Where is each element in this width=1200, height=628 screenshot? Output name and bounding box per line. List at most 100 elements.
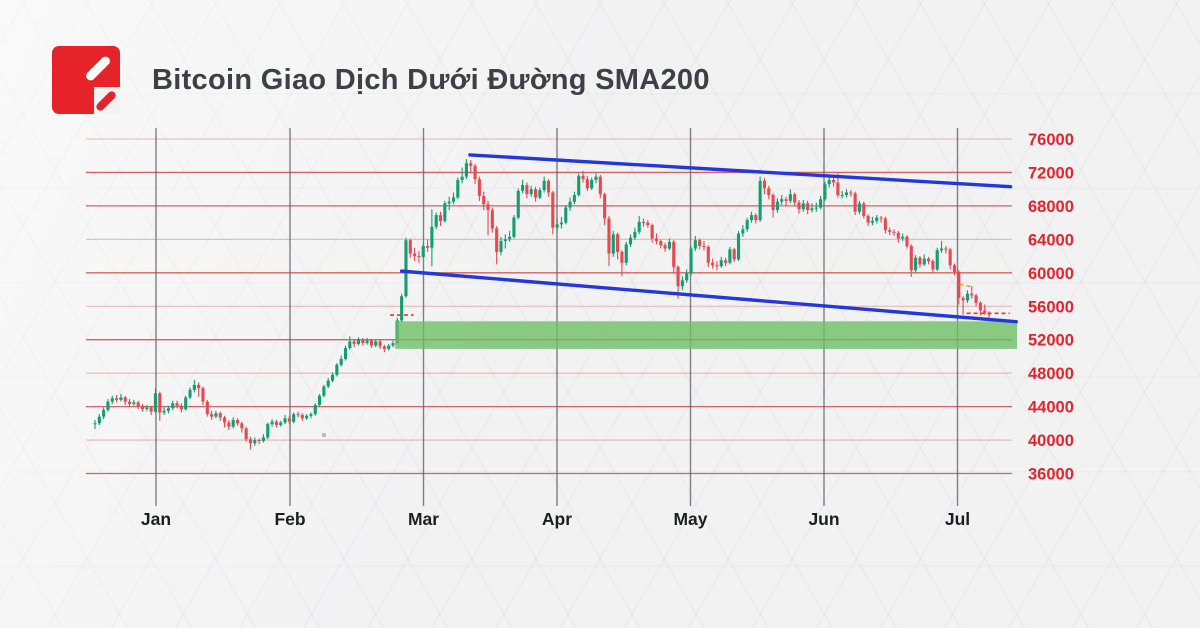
brand-logo <box>52 46 120 114</box>
candle <box>771 195 775 211</box>
candle <box>244 428 248 440</box>
y-axis-label: 76000 <box>1028 131 1074 149</box>
candle <box>369 340 373 346</box>
candle <box>542 180 546 191</box>
candle <box>408 240 412 254</box>
candle <box>603 194 607 219</box>
candle <box>469 163 473 166</box>
candle <box>248 439 253 444</box>
candle <box>330 374 335 381</box>
candle <box>149 407 153 412</box>
candle <box>253 440 257 444</box>
candle <box>819 199 823 208</box>
candle <box>724 260 728 263</box>
candle <box>672 241 676 267</box>
candle <box>490 210 494 229</box>
candle <box>853 193 857 212</box>
y-axis-label: 56000 <box>1028 298 1074 316</box>
candle <box>767 188 771 196</box>
header: Bitcoin Giao Dịch Dưới Đường SMA200 <box>52 46 710 114</box>
candle <box>551 192 555 228</box>
candle <box>279 422 283 425</box>
support-zone <box>395 321 1018 349</box>
candle <box>499 241 503 252</box>
candle <box>214 413 218 417</box>
candle <box>572 195 576 202</box>
candle <box>957 271 961 298</box>
candle <box>909 246 913 271</box>
candle <box>145 407 149 410</box>
candle <box>240 423 244 429</box>
candle <box>844 192 849 196</box>
candle <box>801 203 805 210</box>
candle <box>918 257 922 265</box>
candle <box>978 302 982 311</box>
candle <box>629 237 633 245</box>
candle <box>93 423 97 425</box>
candle <box>110 398 114 402</box>
candle <box>793 194 797 203</box>
candle <box>374 341 378 346</box>
candle <box>503 239 507 242</box>
candle <box>140 406 145 410</box>
candle <box>218 413 222 418</box>
candle <box>935 250 939 270</box>
candle <box>983 310 987 313</box>
y-axis-label: 52000 <box>1028 332 1074 350</box>
candle <box>434 215 438 227</box>
candle <box>175 403 179 406</box>
x-axis-label: Jan <box>141 509 171 529</box>
candle <box>667 241 671 249</box>
candle <box>283 418 287 423</box>
candle <box>473 165 477 180</box>
candle <box>559 222 564 225</box>
candle <box>823 184 827 200</box>
candle <box>676 266 680 287</box>
candle <box>555 224 559 228</box>
candle <box>516 190 520 218</box>
candle <box>162 410 166 413</box>
candle <box>158 393 162 413</box>
candle <box>313 404 317 415</box>
candle <box>261 437 265 441</box>
candle <box>274 421 278 425</box>
sma200-cross-dash <box>959 283 974 288</box>
candle <box>862 203 866 216</box>
candle <box>870 220 874 223</box>
candle <box>598 176 602 195</box>
candle <box>948 249 952 266</box>
candle <box>102 409 106 417</box>
y-axis-label: 72000 <box>1028 164 1074 182</box>
x-axis-label: Apr <box>542 509 572 529</box>
x-axis-label: May <box>673 509 707 529</box>
candle <box>564 207 568 223</box>
candle <box>464 163 468 177</box>
candle <box>166 408 170 411</box>
candle <box>620 251 624 263</box>
candle <box>365 340 369 344</box>
candle <box>685 273 689 281</box>
x-axis-label: Jul <box>945 509 970 529</box>
candle <box>348 341 352 349</box>
candle <box>814 207 818 209</box>
candle <box>711 262 715 266</box>
candle <box>132 402 136 405</box>
candle <box>443 203 447 221</box>
candle <box>607 218 611 254</box>
candle <box>810 208 814 211</box>
y-axis-label: 44000 <box>1028 399 1074 417</box>
candle <box>171 403 175 409</box>
candle <box>326 380 330 387</box>
candle <box>486 204 490 211</box>
candle <box>741 229 745 234</box>
candle <box>702 246 706 248</box>
candle <box>119 397 123 400</box>
candle <box>115 398 119 400</box>
candle <box>508 236 512 240</box>
candle <box>305 415 309 419</box>
x-axis-label: Feb <box>274 509 305 529</box>
candle <box>512 217 516 237</box>
candle <box>136 402 140 407</box>
candle <box>257 440 261 442</box>
candle <box>784 199 788 201</box>
